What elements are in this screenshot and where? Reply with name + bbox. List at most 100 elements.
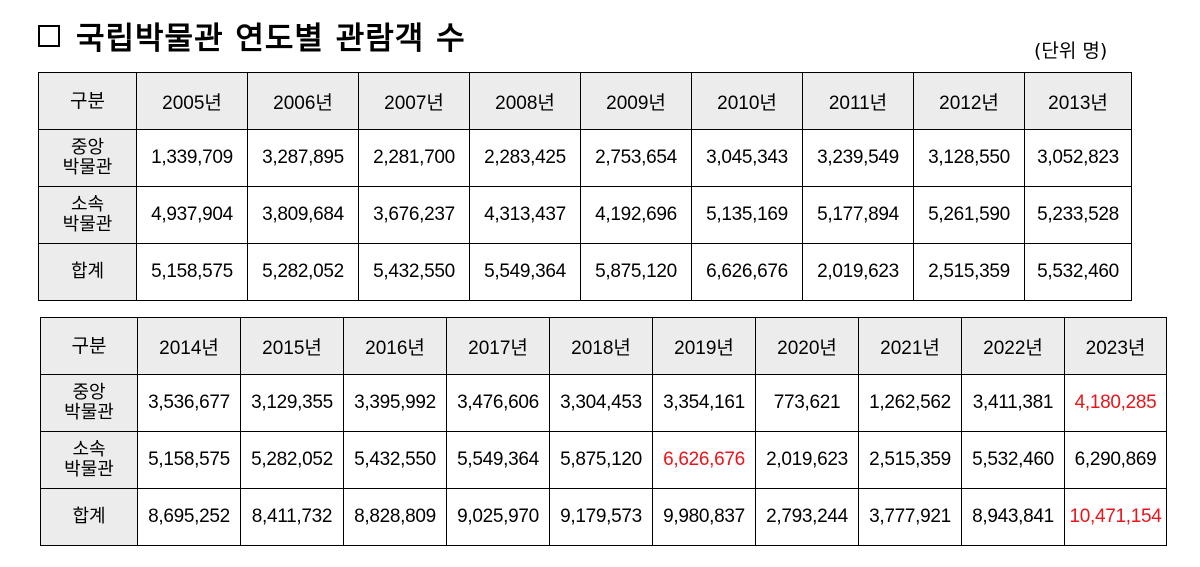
table-cell: 5,532,460 — [961, 431, 1065, 489]
year-header-cell: 2009년 — [580, 72, 692, 130]
table-cell: 8,411,732 — [240, 488, 344, 546]
table-cell: 8,695,252 — [137, 488, 241, 546]
year-header-cell: 2006년 — [247, 72, 359, 130]
table-cell: 5,233,528 — [1024, 186, 1132, 244]
table-cell: 3,052,823 — [1024, 129, 1132, 187]
highlighted-cell: 6,626,676 — [652, 431, 756, 489]
highlighted-cell: 4,180,285 — [1064, 374, 1167, 432]
table-cell: 9,179,573 — [549, 488, 653, 546]
table-cell: 5,532,460 — [1024, 243, 1132, 301]
row-label-line: 소속 — [70, 194, 105, 215]
row-label-line: 소속 — [72, 439, 106, 460]
table-cell: 5,432,550 — [343, 431, 447, 489]
row-label-line: 박물관 — [64, 459, 114, 480]
table-row-affiliated: 소속 박물관 5,158,575 5,282,052 5,432,550 5,54… — [40, 431, 1167, 489]
table-row-central: 중앙 박물관 1,339,709 3,287,895 2,281,700 2,28… — [38, 129, 1132, 187]
table-cell: 3,411,381 — [961, 374, 1065, 432]
table-cell: 4,937,904 — [136, 186, 248, 244]
year-header-cell: 2021년 — [858, 317, 962, 375]
table-cell: 6,626,676 — [691, 243, 803, 301]
table-cell: 5,158,575 — [136, 243, 248, 301]
year-header-cell: 2018년 — [549, 317, 653, 375]
table-cell: 3,045,343 — [691, 129, 803, 187]
highlighted-cell: 10,471,154 — [1064, 488, 1167, 546]
table-cell: 3,128,550 — [913, 129, 1025, 187]
table-header-row: 구분 2005년 2006년 2007년 2008년 2009년 2010년 2… — [38, 72, 1132, 130]
table-row-total: 합계 5,158,575 5,282,052 5,432,550 5,549,3… — [38, 243, 1132, 301]
table-cell: 3,676,237 — [358, 186, 470, 244]
table-cell: 3,777,921 — [858, 488, 962, 546]
table-cell: 8,943,841 — [961, 488, 1065, 546]
year-header-cell: 2005년 — [136, 72, 248, 130]
row-label-line: 박물관 — [64, 402, 114, 423]
year-header-cell: 2007년 — [358, 72, 470, 130]
row-label-total: 합계 — [40, 488, 138, 546]
row-label-line: 박물관 — [62, 157, 113, 178]
table-cell: 3,536,677 — [137, 374, 241, 432]
table-cell: 8,828,809 — [343, 488, 447, 546]
table-cell: 5,282,052 — [240, 431, 344, 489]
row-label-central: 중앙 박물관 — [40, 374, 138, 432]
row-label-affiliated: 소속 박물관 — [40, 431, 138, 489]
table-cell: 5,177,894 — [802, 186, 914, 244]
header-label-cell: 구분 — [40, 317, 138, 375]
table-cell: 1,339,709 — [136, 129, 248, 187]
table-cell: 3,239,549 — [802, 129, 914, 187]
year-header-cell: 2011년 — [802, 72, 914, 130]
table-cell: 3,129,355 — [240, 374, 344, 432]
page-title: 국립박물관 연도별 관람객 수 — [76, 20, 466, 57]
table-cell: 2,019,623 — [755, 431, 859, 489]
table-row-total: 합계 8,695,252 8,411,732 8,828,809 9,025,9… — [40, 488, 1167, 546]
row-label-line: 박물관 — [62, 214, 113, 235]
table-cell: 4,192,696 — [580, 186, 692, 244]
table-header-row: 구분 2014년 2015년 2016년 2017년 2018년 2019년 2… — [40, 317, 1167, 375]
table-cell: 3,354,161 — [652, 374, 756, 432]
table-cell: 9,980,837 — [652, 488, 756, 546]
unit-label: (단위 명) — [1034, 40, 1108, 62]
table-row-affiliated: 소속 박물관 4,937,904 3,809,684 3,676,237 4,31… — [38, 186, 1132, 244]
table-cell: 5,135,169 — [691, 186, 803, 244]
year-header-cell: 2010년 — [691, 72, 803, 130]
table-cell: 9,025,970 — [446, 488, 550, 546]
table-cell: 3,476,606 — [446, 374, 550, 432]
year-header-cell: 2013년 — [1024, 72, 1132, 130]
row-label-line: 중앙 — [72, 382, 106, 403]
table-cell: 5,875,120 — [580, 243, 692, 301]
table-cell: 1,262,562 — [858, 374, 962, 432]
checkbox-icon — [38, 25, 60, 47]
table-cell: 5,432,550 — [358, 243, 470, 301]
table-cell: 3,304,453 — [549, 374, 653, 432]
table-cell: 3,287,895 — [247, 129, 359, 187]
year-header-cell: 2014년 — [137, 317, 241, 375]
table-cell: 773,621 — [755, 374, 859, 432]
table-cell: 2,753,654 — [580, 129, 692, 187]
table-cell: 2,283,425 — [469, 129, 581, 187]
year-header-cell: 2022년 — [961, 317, 1065, 375]
table-cell: 2,515,359 — [913, 243, 1025, 301]
year-header-cell: 2023년 — [1064, 317, 1167, 375]
year-header-cell: 2015년 — [240, 317, 344, 375]
table-cell: 5,158,575 — [137, 431, 241, 489]
table-cell: 4,313,437 — [469, 186, 581, 244]
title-block: 국립박물관 연도별 관람객 수 — [38, 10, 466, 60]
table-cell: 2,793,244 — [755, 488, 859, 546]
table-cell: 2,019,623 — [802, 243, 914, 301]
row-label-central: 중앙 박물관 — [38, 129, 137, 187]
table-cell: 3,809,684 — [247, 186, 359, 244]
visitors-table-2005-2013: 구분 2005년 2006년 2007년 2008년 2009년 2010년 2… — [38, 72, 1132, 301]
table-row-central: 중앙 박물관 3,536,677 3,129,355 3,395,992 3,47… — [40, 374, 1167, 432]
year-header-cell: 2008년 — [469, 72, 581, 130]
table-cell: 2,515,359 — [858, 431, 962, 489]
header-label-cell: 구분 — [38, 72, 137, 130]
visitors-table-2014-2023: 구분 2014년 2015년 2016년 2017년 2018년 2019년 2… — [40, 317, 1167, 546]
year-header-cell: 2019년 — [652, 317, 756, 375]
table-cell: 5,282,052 — [247, 243, 359, 301]
year-header-cell: 2012년 — [913, 72, 1025, 130]
table-cell: 6,290,869 — [1064, 431, 1167, 489]
table-cell: 5,261,590 — [913, 186, 1025, 244]
year-header-cell: 2017년 — [446, 317, 550, 375]
table-cell: 2,281,700 — [358, 129, 470, 187]
year-header-cell: 2016년 — [343, 317, 447, 375]
table-cell: 3,395,992 — [343, 374, 447, 432]
table-cell: 5,549,364 — [469, 243, 581, 301]
